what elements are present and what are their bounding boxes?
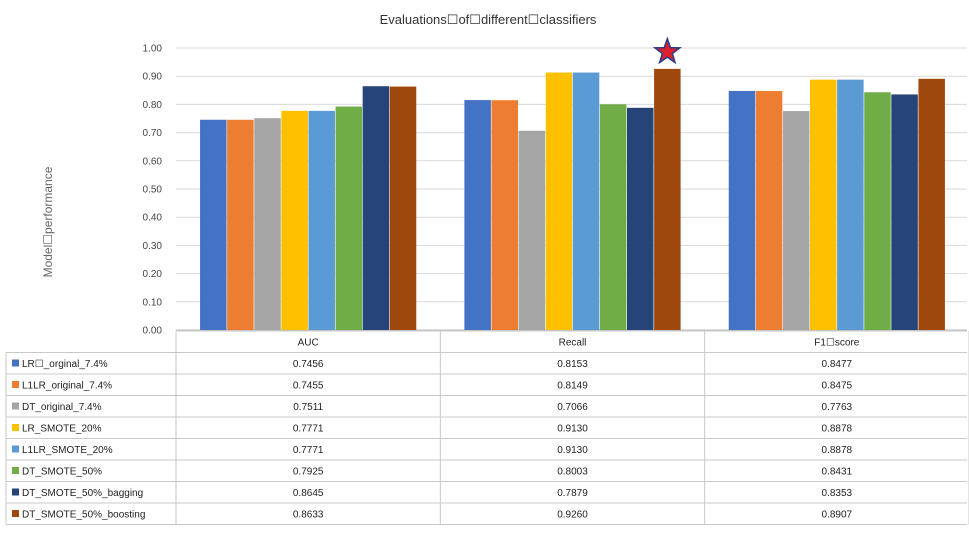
bars bbox=[200, 36, 945, 331]
legend-label: L1LR_original_7.4% bbox=[22, 381, 112, 392]
bar bbox=[545, 72, 573, 330]
y-tick-label: 0.10 bbox=[143, 297, 163, 308]
bar bbox=[491, 100, 518, 330]
chart-title: Evaluations☐of☐different☐classifiers bbox=[380, 12, 597, 27]
bar bbox=[918, 78, 945, 330]
table-cell: 0.7771 bbox=[293, 424, 324, 435]
y-axis-label: Model☐performance bbox=[41, 166, 55, 277]
legend-swatch bbox=[12, 381, 19, 388]
bar bbox=[200, 119, 227, 330]
table-cell: 0.9130 bbox=[557, 445, 588, 456]
table-cell: 0.8477 bbox=[822, 359, 853, 370]
legend-label: DT_SMOTE_50% bbox=[22, 467, 102, 478]
legend-swatch bbox=[12, 510, 19, 517]
table-cell: 0.7771 bbox=[293, 445, 324, 456]
table-cell: 0.8431 bbox=[822, 467, 853, 478]
table-cell: 0.7763 bbox=[822, 402, 853, 413]
legend-swatch bbox=[12, 445, 19, 453]
table-cell: 0.7925 bbox=[293, 467, 324, 478]
table-cell: 0.7456 bbox=[293, 359, 324, 370]
table-header-cell: Recall bbox=[559, 338, 587, 349]
table-cell: 0.7511 bbox=[293, 402, 323, 413]
legend-label: DT_SMOTE_50%_bagging bbox=[22, 488, 143, 499]
bar bbox=[755, 91, 783, 330]
legend-swatch bbox=[12, 402, 19, 410]
table-header-cell: AUC bbox=[298, 338, 319, 349]
bar bbox=[227, 119, 254, 330]
table-cell: 0.7879 bbox=[557, 488, 588, 499]
star-marker bbox=[652, 36, 683, 65]
table-cell: 0.8149 bbox=[557, 381, 588, 392]
legend-label: LR☐_orginal_7.4% bbox=[22, 359, 108, 370]
legend-swatch bbox=[12, 424, 19, 431]
bar bbox=[335, 106, 363, 330]
y-tick-labels: 0.00 0.10 0.20 0.30 0.40 0.50 0.60 0.70 0.80 0.90… bbox=[143, 44, 163, 337]
legend-label: DT_original_7.4% bbox=[22, 402, 102, 413]
table-cell: 0.8353 bbox=[822, 488, 853, 499]
bar bbox=[362, 86, 390, 330]
y-tick-label: 0.50 bbox=[143, 185, 163, 196]
y-tick-label: 0.90 bbox=[143, 72, 163, 83]
legend-label: L1LR_SMOTE_20% bbox=[22, 445, 113, 456]
legend-label: DT_SMOTE_50%_boosting bbox=[22, 510, 145, 521]
table-cell: 0.8633 bbox=[293, 510, 324, 521]
bar bbox=[864, 92, 891, 331]
data-table: AUC Recall F1☐score LR☐_orginal_7.4% 0.7456 0… bbox=[5, 330, 969, 525]
bar bbox=[389, 86, 417, 330]
bar bbox=[572, 72, 600, 330]
table-header-cell: F1☐score bbox=[814, 338, 860, 349]
table-cell: 0.8645 bbox=[293, 488, 324, 499]
bar bbox=[464, 100, 491, 330]
table-cell: 0.8907 bbox=[822, 510, 853, 521]
bar bbox=[728, 90, 756, 330]
table-cell: 0.8878 bbox=[822, 424, 853, 435]
bar bbox=[281, 110, 308, 330]
y-tick-label: 0.40 bbox=[143, 213, 163, 224]
bar bbox=[837, 79, 864, 330]
bar bbox=[308, 110, 335, 330]
legend-swatch bbox=[12, 488, 19, 496]
bar bbox=[810, 79, 837, 330]
table-cell: 0.8003 bbox=[557, 467, 588, 478]
table-cell: 0.7066 bbox=[557, 402, 588, 413]
y-tick-label: 0.00 bbox=[143, 326, 163, 337]
legend-swatch bbox=[12, 359, 19, 367]
bar bbox=[782, 111, 810, 330]
y-tick-label: 0.20 bbox=[143, 269, 163, 280]
table-cell: 0.8878 bbox=[822, 445, 853, 456]
y-tick-label: 1.00 bbox=[143, 44, 163, 55]
y-tick-label: 0.70 bbox=[143, 128, 163, 139]
bar bbox=[654, 68, 681, 331]
bar bbox=[254, 118, 281, 331]
bar bbox=[891, 94, 918, 330]
table-cell: 0.9130 bbox=[557, 424, 588, 435]
table-cell: 0.7455 bbox=[293, 381, 324, 392]
legend-label: LR_SMOTE_20% bbox=[22, 424, 102, 435]
y-tick-label: 0.30 bbox=[143, 241, 163, 252]
legend-swatch bbox=[12, 467, 19, 474]
y-tick-label: 0.80 bbox=[143, 100, 163, 111]
table-cell: 0.8153 bbox=[557, 359, 588, 370]
bar bbox=[518, 130, 546, 330]
bar bbox=[599, 104, 627, 330]
y-tick-label: 0.60 bbox=[143, 156, 163, 167]
bar bbox=[627, 107, 654, 331]
table-cell: 0.9260 bbox=[557, 510, 588, 521]
table-cell: 0.8475 bbox=[822, 381, 853, 392]
